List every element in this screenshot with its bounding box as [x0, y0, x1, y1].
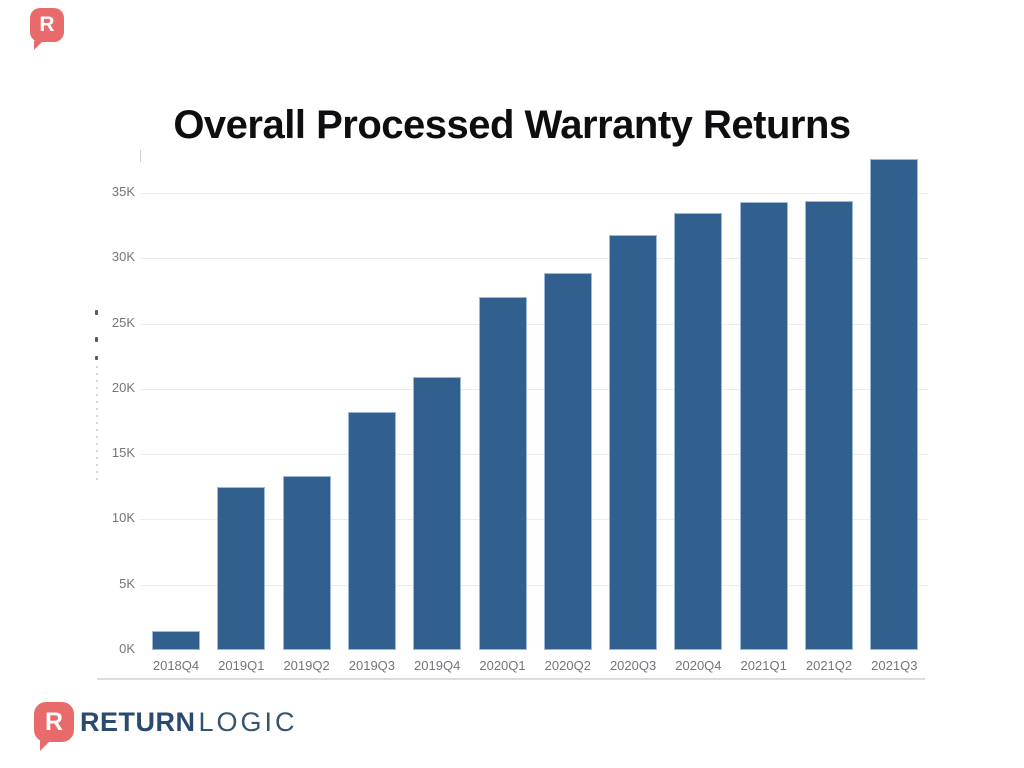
- x-tick-label: 2018Q4: [152, 658, 200, 673]
- bar-2019Q1[interactable]: [217, 486, 266, 650]
- x-tick-label: 2020Q4: [675, 658, 722, 673]
- y-tick-label: 0K: [119, 641, 135, 656]
- bar-2021Q3[interactable]: [870, 158, 919, 650]
- wordmark-logic: LOGIC: [198, 707, 298, 737]
- axis-title-clip-mark: [95, 356, 98, 360]
- bar-2019Q2[interactable]: [282, 476, 331, 650]
- x-tick-label: 2021Q1: [740, 658, 787, 673]
- bar-2019Q4[interactable]: [413, 377, 462, 650]
- x-tick-label: 2020Q2: [544, 658, 591, 673]
- gridline-30K: [140, 258, 928, 259]
- chart-bottom-divider: [97, 678, 925, 680]
- x-tick-label: 2019Q2: [283, 658, 330, 673]
- gridline-15K: [140, 454, 928, 455]
- axis-title-clip-mark: [95, 337, 98, 342]
- x-tick-label: 2019Q1: [218, 658, 265, 673]
- x-tick-label: 2021Q3: [871, 658, 918, 673]
- y-tick-label: 25K: [111, 315, 135, 330]
- x-tick-label: 2021Q2: [805, 658, 853, 673]
- x-tick-label: 2020Q1: [479, 658, 526, 673]
- brand-mark-letter: R: [39, 13, 55, 36]
- returnlogic-mark-top-tail: [34, 41, 43, 50]
- axis-title-clip-dots: [96, 366, 98, 480]
- returnlogic-mark-top: R: [30, 8, 64, 42]
- x-tick-label: 2020Q3: [609, 658, 657, 673]
- bar-2020Q2[interactable]: [543, 272, 592, 650]
- bar-2020Q3[interactable]: [609, 234, 658, 650]
- plot-edge-notch: [140, 150, 141, 162]
- y-tick-label: 15K: [111, 445, 135, 460]
- x-tick-label: 2019Q3: [348, 658, 396, 673]
- y-tick-label: 20K: [111, 380, 135, 395]
- bar-2018Q4[interactable]: [152, 631, 200, 650]
- gridline-35K: [140, 193, 928, 194]
- y-tick-label: 10K: [111, 510, 135, 525]
- bar-2020Q1[interactable]: [478, 297, 527, 650]
- x-tick-label: 2019Q4: [414, 658, 461, 673]
- gridline-25K: [140, 324, 928, 325]
- bar-2019Q3[interactable]: [347, 412, 396, 650]
- returnlogic-mark-bottom: R: [34, 702, 74, 742]
- wordmark-return: RETURN: [80, 707, 196, 737]
- brand-mark-letter: R: [44, 707, 64, 736]
- bar-2020Q4[interactable]: [674, 212, 723, 650]
- page-title: Overall Processed Warranty Returns: [173, 102, 851, 147]
- axis-title-clip-mark: [95, 310, 98, 315]
- bar-2021Q2[interactable]: [805, 200, 853, 650]
- gridline-20K: [140, 389, 928, 390]
- returnlogic-wordmark: RETURN LOGIC: [80, 707, 298, 737]
- y-tick-label: 30K: [111, 249, 135, 264]
- gridline-5K: [140, 585, 928, 586]
- gridline-10K: [140, 519, 928, 520]
- y-tick-label: 5K: [119, 576, 135, 591]
- y-tick-label: 35K: [111, 184, 135, 199]
- returnlogic-mark-bottom-tail: [40, 740, 51, 751]
- bar-2021Q1[interactable]: [739, 202, 788, 650]
